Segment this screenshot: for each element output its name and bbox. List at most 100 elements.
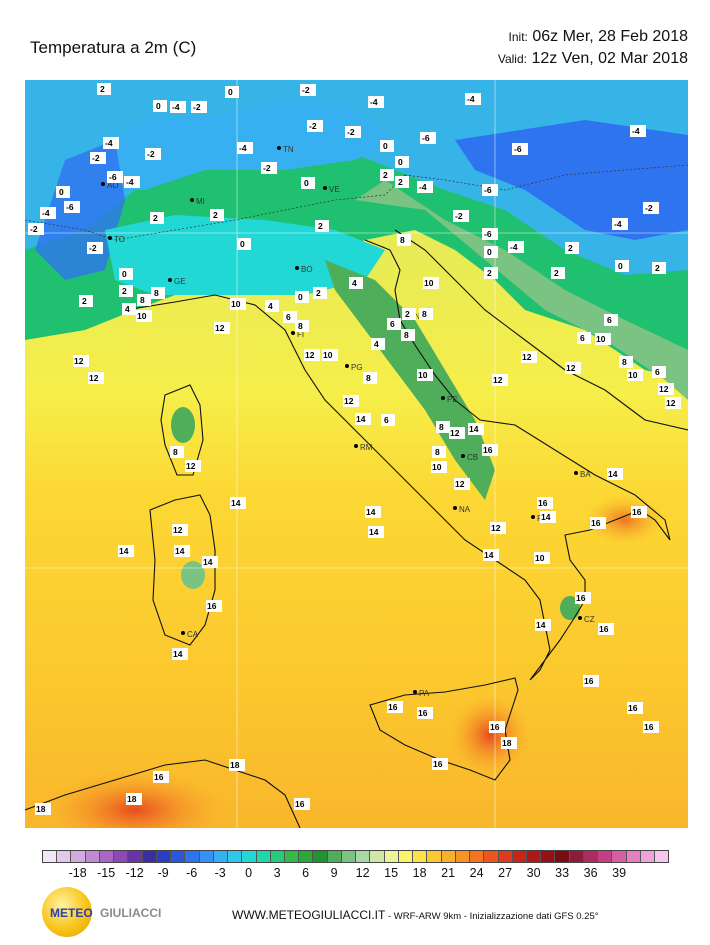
svg-text:0: 0 <box>59 187 64 197</box>
svg-text:-4: -4 <box>239 143 247 153</box>
svg-text:2: 2 <box>383 170 388 180</box>
svg-text:14: 14 <box>608 469 618 479</box>
svg-text:2: 2 <box>82 296 87 306</box>
legend-tick-label: 30 <box>526 866 541 880</box>
svg-text:10: 10 <box>628 370 638 380</box>
svg-text:16: 16 <box>433 759 443 769</box>
color-scale-swatches <box>42 850 669 863</box>
sardinia-cool <box>181 561 205 589</box>
init-line: Init: 06z Mer, 28 Feb 2018 <box>508 28 688 45</box>
svg-text:12: 12 <box>491 523 501 533</box>
svg-text:0: 0 <box>487 247 492 257</box>
svg-text:18: 18 <box>127 794 137 804</box>
city-AO: AO <box>101 181 119 190</box>
legend-swatch <box>555 851 570 862</box>
svg-text:16: 16 <box>599 624 609 634</box>
svg-text:-4: -4 <box>370 97 378 107</box>
svg-text:2: 2 <box>100 84 105 94</box>
legend-tick-label: 33 <box>555 866 570 880</box>
svg-text:-2: -2 <box>263 163 271 173</box>
svg-text:MI: MI <box>196 197 205 206</box>
svg-text:AO: AO <box>107 181 119 190</box>
svg-text:FI: FI <box>297 330 304 339</box>
svg-text:8: 8 <box>298 321 303 331</box>
svg-text:-6: -6 <box>66 202 74 212</box>
svg-text:8: 8 <box>154 288 159 298</box>
city-VE: VE <box>323 185 340 194</box>
legend-swatch <box>612 851 627 862</box>
svg-text:8: 8 <box>439 422 444 432</box>
legend-swatch <box>43 851 58 862</box>
adriatic-field <box>355 180 688 400</box>
svg-text:12: 12 <box>89 373 99 383</box>
city-PA: PA <box>413 689 430 698</box>
svg-text:16: 16 <box>207 601 217 611</box>
svg-text:-2: -2 <box>302 85 310 95</box>
svg-text:TO: TO <box>114 235 125 244</box>
legend-tick-label: 24 <box>469 866 484 880</box>
svg-text:4: 4 <box>268 301 273 311</box>
svg-text:8: 8 <box>400 235 405 245</box>
svg-text:2: 2 <box>318 221 323 231</box>
legend-swatch <box>327 851 342 862</box>
legend-swatch <box>256 851 271 862</box>
legend-swatch <box>171 851 186 862</box>
svg-text:16: 16 <box>632 507 642 517</box>
legend-tick-label: 36 <box>583 866 598 880</box>
svg-text:8: 8 <box>622 357 627 367</box>
svg-text:-4: -4 <box>510 242 518 252</box>
svg-text:12: 12 <box>215 323 225 333</box>
svg-text:16: 16 <box>295 799 305 809</box>
svg-text:4: 4 <box>352 278 357 288</box>
legend-tick-label: 12 <box>355 866 370 880</box>
map-title: Temperatura a 2m (C) <box>30 38 197 57</box>
svg-text:10: 10 <box>432 462 442 472</box>
legend-swatch <box>598 851 613 862</box>
po-valley-field <box>105 215 385 295</box>
svg-text:14: 14 <box>469 424 479 434</box>
legend-swatch <box>470 851 485 862</box>
footer-site[interactable]: WWW.METEOGIULIACCI.IT <box>232 908 386 922</box>
svg-text:14: 14 <box>366 507 376 517</box>
svg-text:10: 10 <box>323 350 333 360</box>
meteogiuliacci-logo: METEO GIULIACCI <box>34 885 164 941</box>
legend-swatch <box>541 851 556 862</box>
legend-swatch <box>655 851 669 862</box>
svg-text:16: 16 <box>483 445 493 455</box>
svg-text:2: 2 <box>213 210 218 220</box>
svg-text:CA: CA <box>187 630 199 639</box>
svg-text:-2: -2 <box>147 149 155 159</box>
svg-text:10: 10 <box>231 299 241 309</box>
svg-text:6: 6 <box>607 315 612 325</box>
svg-text:2: 2 <box>153 213 158 223</box>
svg-text:RM: RM <box>360 443 373 452</box>
svg-text:8: 8 <box>173 447 178 457</box>
apennine-field <box>325 260 495 500</box>
svg-text:10: 10 <box>137 311 147 321</box>
logo-giuliacci: GIULIACCI <box>100 906 162 920</box>
africa-coast <box>25 759 301 828</box>
svg-text:16: 16 <box>591 518 601 528</box>
legend-tick-label: 9 <box>330 866 338 880</box>
svg-text:12: 12 <box>186 461 196 471</box>
svg-text:-2: -2 <box>309 121 317 131</box>
svg-text:14: 14 <box>175 546 185 556</box>
legend-swatch <box>583 851 599 862</box>
svg-text:6: 6 <box>390 319 395 329</box>
svg-text:2: 2 <box>398 177 403 187</box>
svg-text:16: 16 <box>490 722 500 732</box>
legend-swatch <box>441 851 456 862</box>
legend-swatch <box>99 851 115 862</box>
svg-text:4: 4 <box>125 304 130 314</box>
svg-text:2: 2 <box>122 286 127 296</box>
svg-text:14: 14 <box>541 512 551 522</box>
svg-text:CB: CB <box>467 453 478 462</box>
city-NA: NA <box>453 505 471 514</box>
legend-swatch <box>213 851 229 862</box>
svg-text:2: 2 <box>405 309 410 319</box>
svg-text:-4: -4 <box>419 182 427 192</box>
svg-text:NA: NA <box>459 505 471 514</box>
svg-text:TN: TN <box>283 145 294 154</box>
svg-text:VE: VE <box>329 185 340 194</box>
legend-swatch <box>413 851 428 862</box>
